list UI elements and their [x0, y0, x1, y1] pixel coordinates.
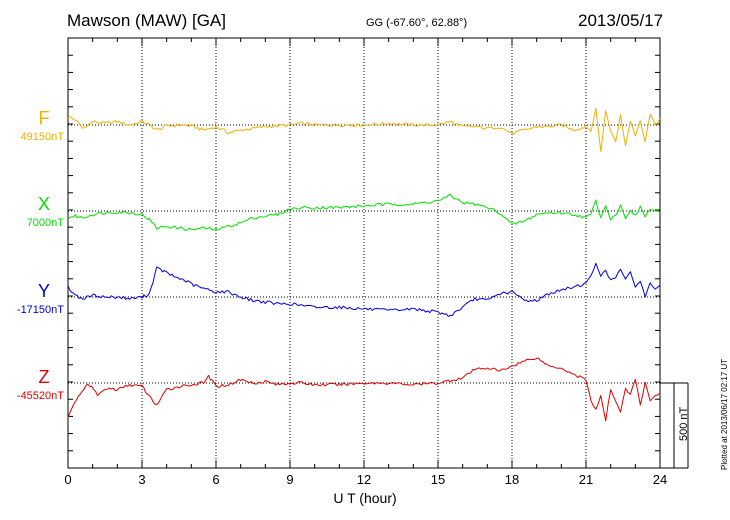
- x-axis-label: U T (hour): [333, 490, 397, 506]
- grid-layer: [68, 38, 660, 468]
- scale-bar-label: 500 nT: [678, 406, 690, 441]
- component-label-f: F: [38, 108, 50, 128]
- series-line-y: [67, 262, 661, 317]
- baseline-label-x: 7000nT: [26, 217, 64, 229]
- geographic-coordinates: GG (-67.60°, 62.88°): [366, 17, 468, 29]
- component-label-x: X: [37, 194, 50, 214]
- x-tick-label-18: 18: [504, 472, 520, 487]
- station-title: Mawson (MAW) [GA]: [67, 11, 226, 30]
- series-line-x: [67, 193, 661, 231]
- x-tick-label-21: 21: [578, 472, 594, 487]
- plot-frame: [67, 37, 661, 469]
- x-tick-label-3: 3: [138, 472, 146, 487]
- component-label-y: Y: [37, 281, 50, 301]
- series-layer: [67, 107, 661, 422]
- baseline-label-f: 49150nT: [20, 131, 64, 143]
- component-label-z: Z: [38, 367, 50, 387]
- baseline-label-y: -17150nT: [16, 304, 64, 316]
- x-tick-label-24: 24: [652, 472, 668, 487]
- x-tick-label-6: 6: [212, 472, 220, 487]
- date-label: 2013/05/17: [578, 11, 664, 30]
- plotted-timestamp: Plotted at 2013/06/17 02:17 UT: [720, 358, 729, 470]
- series-line-z: [67, 357, 661, 422]
- x-tick-label-0: 0: [64, 472, 72, 487]
- x-tick-label-12: 12: [356, 472, 372, 487]
- series-line-f: [67, 107, 661, 152]
- x-tick-label-9: 9: [286, 472, 294, 487]
- axes-layer: [67, 37, 689, 469]
- baseline-label-z: -45520nT: [16, 390, 64, 402]
- x-tick-label-15: 15: [430, 472, 446, 487]
